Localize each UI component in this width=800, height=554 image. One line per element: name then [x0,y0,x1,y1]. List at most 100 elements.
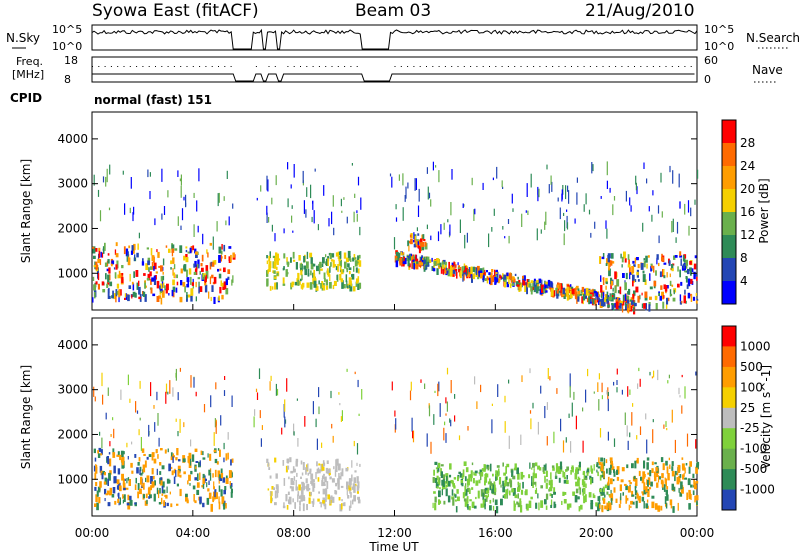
range-cell [508,490,511,496]
range-cell [107,282,110,285]
range-cell [474,470,478,474]
range-cell [687,478,691,486]
range-cell [331,423,333,429]
range-cell [172,291,175,298]
range-cell [131,294,133,299]
range-cell [517,487,520,492]
range-cell [313,277,316,280]
range-cell [574,473,578,480]
range-cell [671,483,674,491]
range-cell [133,271,135,278]
range-cell [118,295,120,303]
range-cell [480,503,483,508]
range-cell [673,255,676,260]
range-cell [438,170,440,183]
range-cell [305,478,308,484]
range-cell [194,268,198,275]
range-cell [358,413,360,416]
range-cell [644,279,647,285]
range-cell [596,292,599,298]
range-cell [616,469,618,475]
range-cell [609,260,611,268]
range-cell [202,451,204,456]
range-cell [546,470,548,477]
range-cell [97,453,101,458]
nave-dot [438,66,440,67]
range-cell [321,263,324,267]
range-cell [107,288,110,296]
range-cell [506,281,509,288]
colorbar-segment [722,407,736,429]
range-cell [593,391,595,394]
range-cell [312,263,316,267]
range-cell [329,274,331,281]
range-cell [424,383,426,389]
range-cell [285,269,288,277]
range-cell [185,498,189,501]
range-cell [344,261,347,269]
range-cell [270,375,272,381]
range-cell [646,499,649,503]
range-cell [545,288,548,292]
range-cell [341,468,344,477]
range-cell [486,270,488,273]
range-cell [206,249,208,254]
range-cell [201,267,204,272]
range-cell [610,464,612,469]
range-cell [608,268,611,277]
range-cell [286,261,290,265]
range-cell [460,480,464,483]
range-cell [109,164,111,175]
range-cell [566,294,569,301]
range-cell [105,493,109,496]
range-cell [227,276,230,280]
range-cell [190,288,194,296]
range-cell [302,488,304,496]
range-cell [568,413,570,418]
range-cell [115,253,119,258]
range-cell [641,292,643,296]
range-cell [211,274,214,279]
range-cell [652,190,654,196]
freq-panel: Freq. [MHz] 18 8 60 0 Nave [12,54,783,86]
range-cell [697,169,699,179]
range-cell [516,501,519,505]
range-cell [145,477,147,482]
range-cell [566,466,569,471]
range-cell [620,300,623,304]
range-cell [637,383,639,389]
range-cell [546,402,548,410]
range-cell [575,467,578,475]
range-cell [322,483,326,486]
nave-dot [255,66,257,67]
range-cell [605,281,608,285]
range-cell [484,498,486,506]
range-cell [569,284,572,287]
range-cell [616,466,620,474]
range-cell [413,263,415,270]
range-cell [421,242,425,248]
range-cell [615,299,618,303]
range-cell [599,488,602,492]
range-cell [606,502,609,511]
range-cell [686,433,689,447]
range-cell [355,267,358,273]
range-cell [693,271,696,280]
range-cell [519,498,522,505]
range-cell [290,257,292,263]
range-cell [196,489,200,495]
range-cell [287,491,290,495]
range-cell [534,489,538,494]
nave-dot [627,66,629,67]
range-cell [653,471,656,478]
range-cell [146,277,150,281]
range-cell [108,452,111,455]
range-cell [599,428,602,438]
range-cell [123,487,126,491]
nave-dot [539,66,541,67]
range-cell [199,460,201,466]
range-cell [488,272,491,275]
range-cell [558,290,560,297]
range-cell [544,406,546,419]
range-cell [506,476,508,480]
